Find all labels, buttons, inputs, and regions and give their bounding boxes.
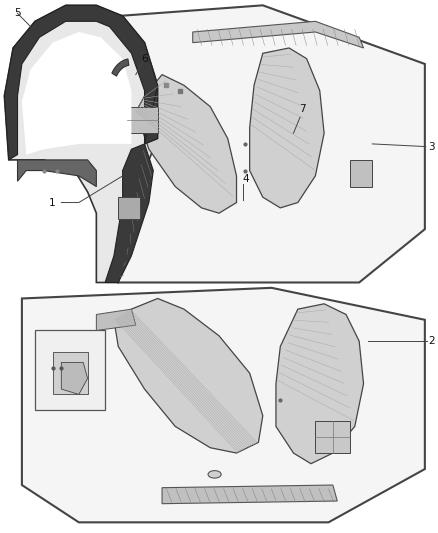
Polygon shape xyxy=(162,485,337,504)
Polygon shape xyxy=(22,288,425,522)
Polygon shape xyxy=(105,85,158,282)
Polygon shape xyxy=(18,160,96,187)
Polygon shape xyxy=(4,5,158,282)
Polygon shape xyxy=(193,21,364,48)
Text: 3: 3 xyxy=(428,142,435,151)
Polygon shape xyxy=(4,5,158,160)
Polygon shape xyxy=(114,298,263,453)
Polygon shape xyxy=(136,75,237,213)
Text: 1: 1 xyxy=(49,198,56,207)
Ellipse shape xyxy=(208,471,221,478)
Text: 6: 6 xyxy=(141,54,148,63)
Text: 5: 5 xyxy=(14,9,21,18)
Polygon shape xyxy=(35,330,105,410)
Polygon shape xyxy=(61,362,88,394)
Polygon shape xyxy=(350,160,372,187)
Polygon shape xyxy=(112,59,129,76)
Polygon shape xyxy=(96,309,136,330)
Polygon shape xyxy=(118,5,425,282)
Polygon shape xyxy=(22,32,131,155)
Text: 4: 4 xyxy=(242,174,249,183)
Polygon shape xyxy=(276,304,364,464)
Polygon shape xyxy=(53,352,88,394)
Polygon shape xyxy=(118,197,140,219)
Polygon shape xyxy=(127,107,158,133)
Text: 2: 2 xyxy=(428,336,435,346)
Polygon shape xyxy=(250,48,324,208)
Text: 7: 7 xyxy=(299,104,306,114)
Polygon shape xyxy=(315,421,350,453)
